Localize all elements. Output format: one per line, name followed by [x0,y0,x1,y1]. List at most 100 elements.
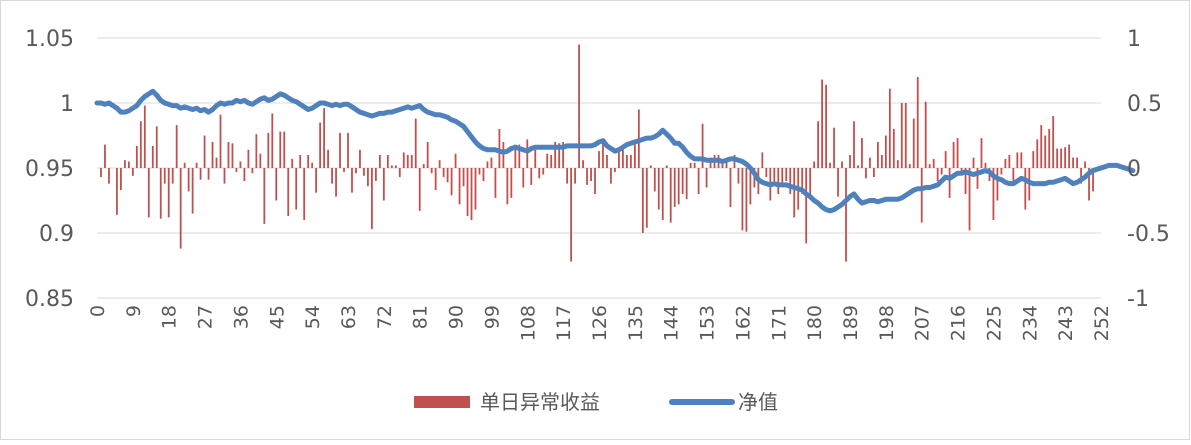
bar [171,168,174,184]
bar [1000,168,1003,175]
bar [904,103,907,168]
bar [259,153,262,168]
bar [590,168,592,181]
bar [1048,129,1051,168]
bar [940,168,943,175]
bar [972,157,975,168]
bar [108,168,110,184]
x-tick-label: 234 [1019,305,1041,341]
x-tick-label: 108 [517,305,539,341]
bar [255,134,258,168]
bar [661,168,664,220]
bar [785,168,788,181]
bar [307,155,310,168]
bar [1004,158,1007,168]
bar [681,168,684,194]
bar [104,144,106,168]
x-tick-label: 135 [625,305,647,341]
bar [721,160,724,168]
bar [183,162,186,168]
bar [629,155,632,168]
bar [1092,168,1094,192]
bar [554,142,557,168]
left-tick-label: 0.9 [39,222,74,247]
x-tick-label: 126 [589,305,611,341]
bar [618,148,620,168]
bar [454,153,457,168]
bar [291,158,294,168]
bar [323,108,325,168]
bar [163,168,166,184]
bar [777,168,780,194]
bar [1044,135,1047,168]
bar [1056,148,1059,168]
x-tick-label: 9 [123,305,145,317]
bar [167,168,170,218]
bar [594,168,596,194]
bar [251,168,254,174]
bar [418,168,421,211]
bar [566,168,569,184]
right-tick-label: -1 [1127,287,1149,312]
bar [1016,152,1019,168]
bar [135,145,138,168]
bar [374,168,377,181]
bar [1068,144,1071,168]
bar [805,168,808,244]
bar [351,168,353,193]
bar [825,84,827,168]
bar [625,155,628,168]
x-tick-label: 144 [661,305,683,341]
bar [1020,152,1023,168]
bar [546,153,549,168]
bar [829,162,831,168]
bar [1024,168,1027,210]
bar [984,162,987,168]
legend: 单日异常收益 净值 [414,390,778,414]
bar [1072,157,1075,168]
bar [789,168,792,194]
right-axis-ticks: -1 -0.5 0 0.5 1 [1127,27,1170,312]
bar [474,168,477,210]
bar [1052,116,1055,168]
bar [633,142,636,168]
bar [574,168,576,184]
bar [123,160,126,168]
bar [701,123,704,168]
bar [347,132,349,168]
bar [223,168,226,184]
bar [665,165,668,168]
bar [371,168,373,230]
bar [526,139,529,168]
bar [1076,157,1078,168]
bar [299,155,302,168]
bar [657,168,660,210]
bar [343,168,345,172]
bar [450,168,453,196]
bar [120,168,122,191]
bar [928,164,931,168]
x-tick-label: 252 [1091,305,1113,341]
bar [725,161,728,168]
bar [944,151,947,168]
x-tick-label: 207 [912,305,934,341]
bar [518,144,521,168]
nav-line [94,88,1136,214]
x-tick-label: 162 [732,305,754,341]
bar [175,125,178,168]
bar [1064,147,1067,168]
bar [550,155,553,168]
bar [813,161,816,168]
bar [689,162,692,168]
legend-line-label: 净值 [738,390,778,414]
bar [1060,148,1063,168]
x-axis-ticks: 0 9 18 27 36 45 54 63 72 81 90 99 108 117 126 135 144 153… [87,305,1113,341]
left-tick-label: 0.95 [25,157,74,182]
bar [367,168,369,187]
bar [685,168,688,200]
bar [231,143,234,168]
x-tick-label: 153 [697,305,719,341]
x-tick-label: 216 [948,305,970,341]
